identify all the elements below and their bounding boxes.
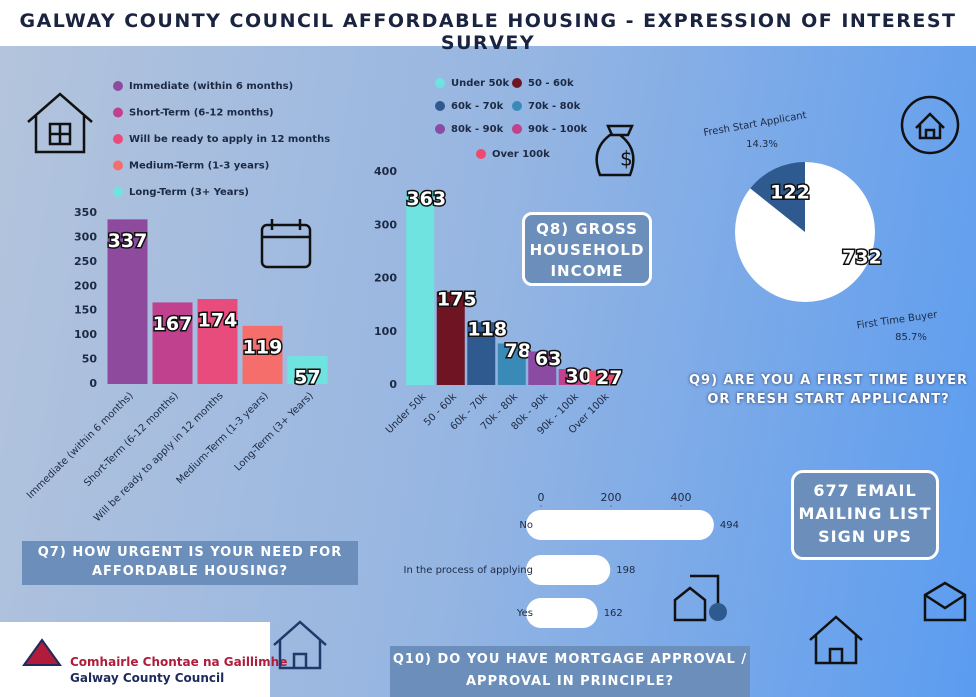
x-tick-label: 0 xyxy=(538,491,545,504)
legend-swatch xyxy=(435,124,445,134)
pie-slice xyxy=(750,162,805,232)
dollar: $ xyxy=(620,147,633,171)
x-tick-label: Long-Term (3+ Years) xyxy=(233,390,316,473)
header-band xyxy=(0,0,976,46)
logo-irish: Comhairle Chontae na Gaillimhe xyxy=(70,655,288,669)
legend-swatch xyxy=(113,187,123,197)
bar xyxy=(152,302,193,384)
legend-label: Over 100k xyxy=(492,149,550,160)
value-label: 118 xyxy=(467,319,507,341)
y-tick-label: 100 xyxy=(374,325,397,338)
q7-title: Q7) HOW URGENT IS YOUR NEED FOR AFFORDAB… xyxy=(22,541,358,585)
legend-label: 80k - 90k xyxy=(451,124,504,135)
x-tick-label: 400 xyxy=(671,491,692,504)
y-tick-label: 300 xyxy=(74,230,97,243)
value-label: 174 xyxy=(198,309,238,331)
y-tick-label: 100 xyxy=(74,328,97,341)
legend-label: Under 50k xyxy=(451,78,510,89)
y-tick-label: 400 xyxy=(374,165,397,178)
bar xyxy=(406,191,435,385)
y-tick-label: 350 xyxy=(74,206,97,219)
y-tick-label: 50 xyxy=(82,353,98,366)
bar xyxy=(528,351,557,385)
pie-slice xyxy=(735,162,875,303)
bar xyxy=(497,343,526,385)
bar xyxy=(558,369,587,385)
y-tick-label: 300 xyxy=(374,218,397,231)
value-label: 494 xyxy=(720,520,739,531)
bar xyxy=(526,598,598,628)
legend-swatch xyxy=(113,107,123,118)
value-label: 78 xyxy=(505,340,531,362)
y-tick-label: 0 xyxy=(89,377,97,390)
q9-title: Q9) ARE YOU A FIRST TIME BUYER OR FRESH … xyxy=(688,373,968,407)
value-label: 27 xyxy=(596,367,622,389)
value-label: 198 xyxy=(616,565,635,576)
x-tick-label: Short-Term (6-12 months) xyxy=(82,390,181,489)
legend-label: 60k - 70k xyxy=(451,101,504,112)
legend-label: Short-Term (6-12 months) xyxy=(129,108,274,119)
bar xyxy=(242,325,283,384)
category-label: In the process of applying xyxy=(404,565,533,576)
bar xyxy=(526,510,714,540)
legend-label: 70k - 80k xyxy=(528,101,581,112)
percent-label: 85.7% xyxy=(895,332,927,343)
header-title: GALWAY COUNTY COUNCIL AFFORDABLE HOUSING… xyxy=(19,10,957,54)
icons: $ xyxy=(22,92,967,670)
value-label: 122 xyxy=(770,182,810,204)
legend-swatch xyxy=(113,134,123,144)
y-tick-label: 150 xyxy=(74,304,97,317)
logo-english: Galway County Council xyxy=(70,671,225,685)
value-label: 175 xyxy=(437,288,477,310)
bar xyxy=(197,298,238,384)
q8-title: Q8) GROSS HOUSEHOLD INCOME xyxy=(522,212,652,286)
legend-swatch xyxy=(512,78,522,88)
bar xyxy=(526,555,611,585)
value-label: 63 xyxy=(535,348,561,370)
value-label: 337 xyxy=(108,230,148,252)
x-tick-label: 200 xyxy=(601,491,622,504)
bar xyxy=(467,322,496,385)
category-label: Yes xyxy=(516,608,533,619)
legend-swatch xyxy=(113,81,123,91)
legend-label: Will be ready to apply in 12 months xyxy=(129,134,330,145)
legend-swatch xyxy=(435,78,445,88)
legend-label: Medium-Term (1-3 years) xyxy=(129,161,269,172)
legend-label: 50 - 60k xyxy=(528,78,574,89)
value-label: 162 xyxy=(604,608,623,619)
y-tick-label: 0 xyxy=(389,378,397,391)
value-label: 119 xyxy=(243,336,283,358)
category-label: No xyxy=(519,520,533,531)
value-label: 57 xyxy=(294,367,320,389)
legend-label: 90k - 100k xyxy=(528,124,588,135)
q10-title: Q10) DO YOU HAVE MORTGAGE APPROVAL / APP… xyxy=(390,646,750,697)
value-label: 732 xyxy=(842,247,882,269)
y-tick-label: 200 xyxy=(74,279,97,292)
legend-swatch xyxy=(512,124,522,134)
bar xyxy=(107,219,148,384)
x-tick-label: Medium-Term (1-3 years) xyxy=(175,390,271,486)
category-label: Fresh Start Applicant xyxy=(703,110,808,139)
bar xyxy=(436,291,465,385)
callout: 677 EMAIL MAILING LIST SIGN UPS xyxy=(791,470,939,560)
percent-label: 14.3% xyxy=(746,139,778,150)
legend-swatch xyxy=(512,101,522,111)
value-label: 363 xyxy=(406,188,446,210)
legend-label: Immediate (within 6 months) xyxy=(129,81,293,92)
legend-label: Long-Term (3+ Years) xyxy=(129,187,249,198)
legend-swatch xyxy=(113,160,123,171)
y-tick-label: 250 xyxy=(74,255,97,268)
value-label: 30 xyxy=(566,366,592,388)
legend-swatch xyxy=(476,149,486,159)
value-label: 167 xyxy=(153,313,193,335)
bar xyxy=(287,356,328,384)
y-tick-label: 200 xyxy=(374,272,397,285)
legend-swatch xyxy=(435,101,445,111)
bar xyxy=(589,370,618,385)
category-label: First Time Buyer xyxy=(856,309,939,331)
x-tick-label: Under 50k xyxy=(384,391,429,436)
